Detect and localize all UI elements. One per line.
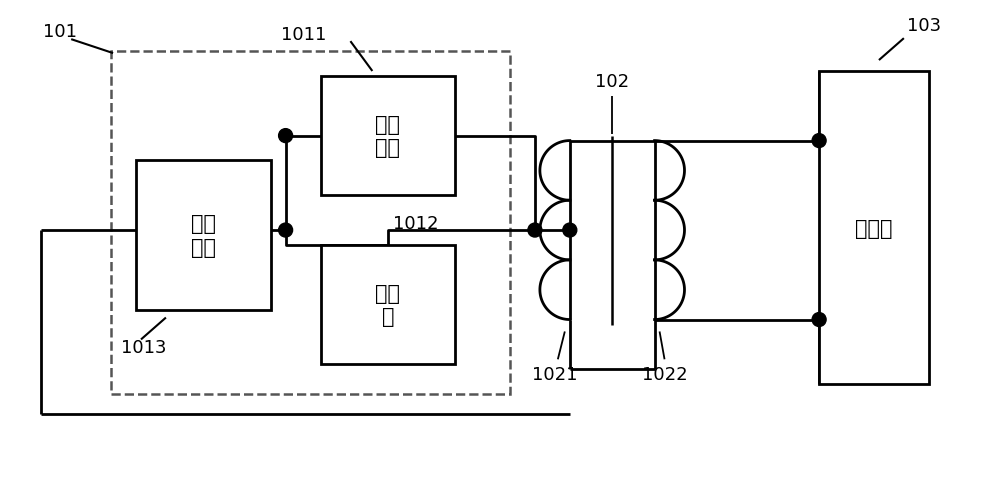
Text: 1011: 1011 (281, 26, 326, 44)
Text: 1021: 1021 (532, 365, 578, 384)
Bar (111, 52, 510, 394)
Text: 限流
模块: 限流 模块 (375, 115, 400, 158)
Text: 102: 102 (595, 73, 629, 91)
Circle shape (812, 313, 826, 327)
Circle shape (812, 134, 826, 148)
Bar (136, 161, 271, 310)
Text: 1022: 1022 (642, 365, 687, 384)
Text: 磁控管: 磁控管 (855, 218, 893, 238)
Text: 101: 101 (43, 23, 77, 41)
Bar (321, 245, 455, 364)
Circle shape (279, 224, 293, 238)
Text: 1013: 1013 (121, 339, 167, 357)
Circle shape (279, 130, 293, 143)
Circle shape (528, 224, 542, 238)
Text: 1012: 1012 (393, 215, 438, 233)
Text: 103: 103 (907, 17, 941, 35)
Bar (321, 77, 455, 196)
Text: 温控
器: 温控 器 (375, 283, 400, 326)
Text: 发热
器件: 发热 器件 (191, 214, 216, 257)
Circle shape (563, 224, 577, 238)
Bar (819, 72, 929, 384)
